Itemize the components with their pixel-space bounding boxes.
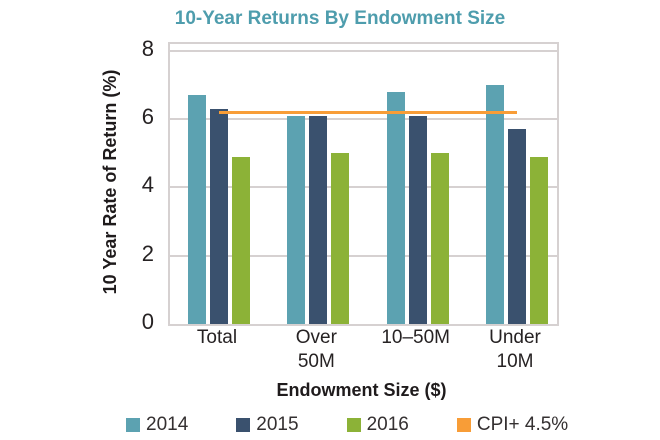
- plot-area: [168, 42, 559, 326]
- legend-swatch: [236, 418, 251, 432]
- bar-2015-Total: [210, 108, 228, 324]
- legend-item-cpi-4-5-: CPI+ 4.5%: [456, 413, 569, 437]
- gridline: [170, 49, 557, 52]
- bar-2016-10–50M: [430, 153, 449, 324]
- bar-2016-Total: [232, 156, 250, 324]
- bar-2014-10–50M: [386, 91, 405, 324]
- gridline: [170, 186, 557, 189]
- legend-swatch: [346, 418, 361, 432]
- bar-2014-Under-10M: [485, 84, 504, 324]
- bar-2016-Over-50M: [331, 153, 350, 324]
- legend-swatch: [126, 418, 140, 432]
- y-tick-label: 6: [141, 104, 154, 130]
- y-tick-label: 8: [141, 35, 154, 61]
- gridline: [170, 118, 557, 121]
- legend-label: 2016: [366, 414, 409, 435]
- legend-item-2014: 2014: [126, 413, 188, 437]
- legend-item-2015: 2015: [236, 413, 299, 437]
- legend-label: CPI+ 4.5%: [476, 414, 569, 435]
- bar-2015-Under-10M: [507, 129, 526, 324]
- x-tick-label: Over 50M: [295, 327, 337, 372]
- chart-legend: 2014 2015 2016 CPI+ 4.5%: [126, 413, 568, 437]
- x-axis-title: Endowment Size ($): [276, 380, 447, 400]
- legend-label: 2015: [256, 414, 299, 435]
- legend-swatch: [456, 418, 471, 432]
- bar-2015-10–50M: [408, 115, 427, 324]
- bar-2014-Over-50M: [287, 115, 306, 324]
- y-tick-label: 2: [141, 240, 154, 266]
- bar-2015-Over-50M: [309, 115, 328, 324]
- x-tick-label: Total: [196, 327, 238, 348]
- chart-title: 10-Year Returns By Endowment Size: [174, 8, 506, 29]
- y-tick-label: 0: [141, 309, 154, 334]
- legend-label: 2014: [146, 414, 189, 435]
- x-tick-label: Under 10M: [489, 327, 541, 372]
- gridline: [170, 254, 557, 257]
- legend-item-2016: 2016: [346, 413, 409, 437]
- x-tick-label: 10–50M: [381, 327, 450, 348]
- bar-2014-Total: [188, 95, 206, 324]
- y-tick-label: 4: [141, 172, 154, 198]
- cpi-reference-line: [219, 110, 517, 114]
- bar-2016-Under-10M: [529, 156, 548, 324]
